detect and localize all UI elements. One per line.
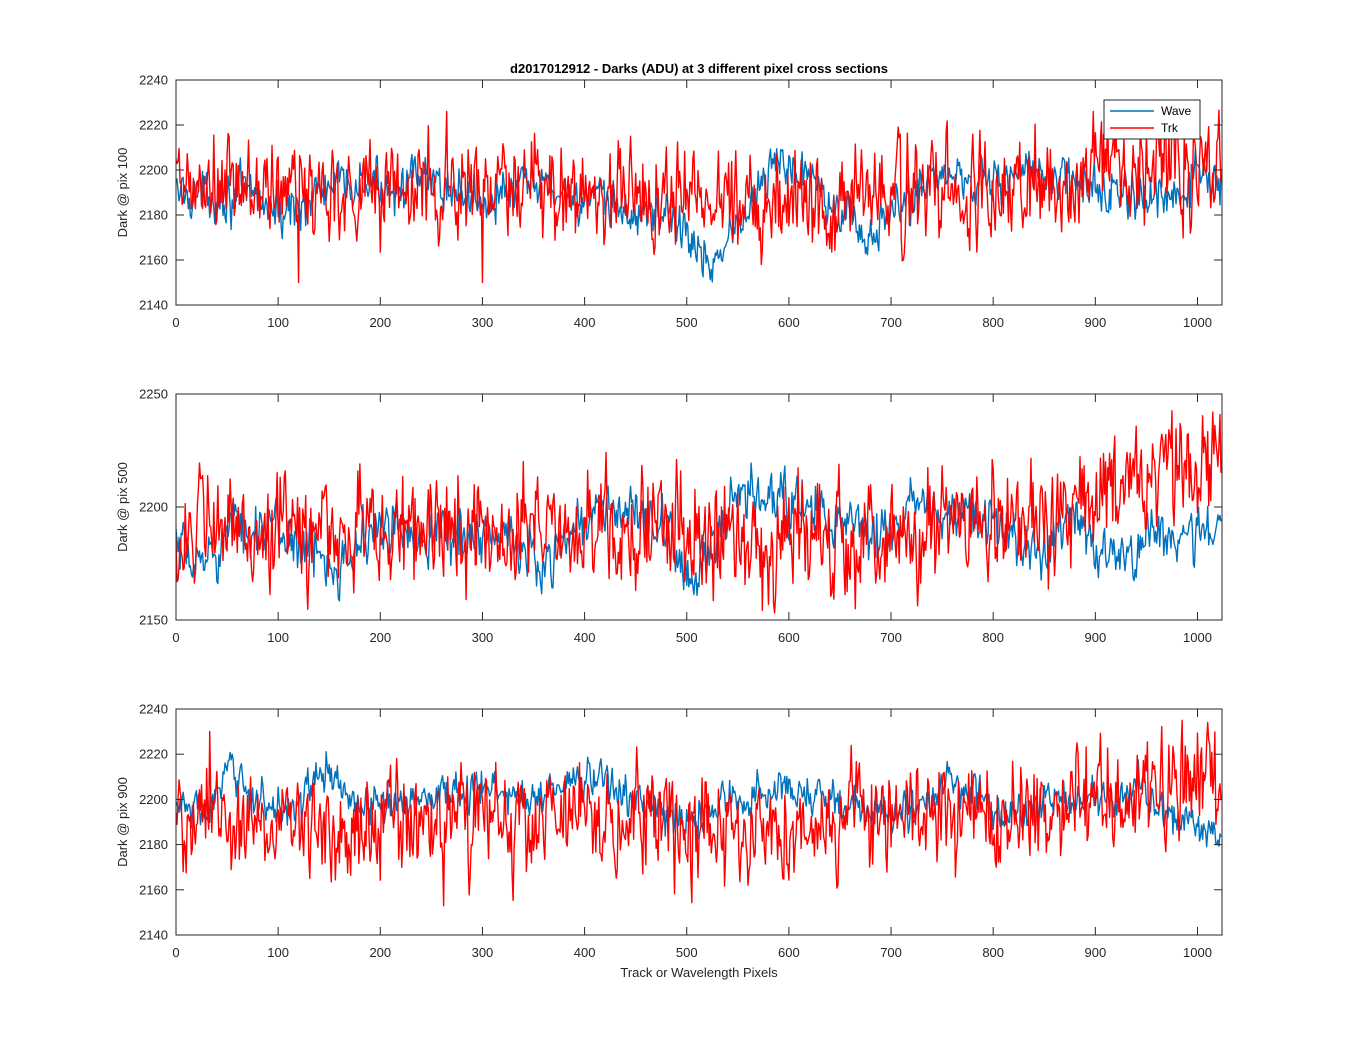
x-tick-label: 300: [472, 315, 494, 330]
x-tick-label: 400: [574, 315, 596, 330]
x-tick-label: 0: [172, 945, 179, 960]
x-tick-label: 100: [267, 945, 289, 960]
x-tick-label: 0: [172, 630, 179, 645]
x-tick-label: 900: [1084, 315, 1106, 330]
series-line-trk: [176, 410, 1222, 614]
x-tick-label: 200: [369, 630, 391, 645]
x-tick-label: 100: [267, 315, 289, 330]
x-tick-label: 1000: [1183, 630, 1212, 645]
x-tick-label: 600: [778, 315, 800, 330]
y-tick-label: 2160: [139, 882, 168, 897]
x-tick-label: 1000: [1183, 315, 1212, 330]
x-tick-label: 700: [880, 945, 902, 960]
subplot-3: 0 100 200 300 400 500 600 700 800 900 1000 2140 2160…: [115, 702, 1223, 960]
y-tick-label: 2200: [139, 500, 168, 515]
legend-label-wave: Wave: [1161, 104, 1192, 118]
y-tick-label: 2200: [139, 792, 168, 807]
y-axis-label: Dark @ pix 100: [115, 148, 130, 238]
y-tick-label: 2150: [139, 613, 168, 628]
series-line-trk: [176, 99, 1222, 284]
axes-box: [175, 79, 1223, 306]
legend: Wave Trk: [1103, 99, 1201, 140]
x-tick-label: 600: [778, 630, 800, 645]
x-tick-label: 0: [172, 315, 179, 330]
x-tick-label: 400: [574, 630, 596, 645]
x-tick-label: 200: [369, 315, 391, 330]
x-tick-label: 600: [778, 945, 800, 960]
subplot-group: 0 100 200 300 400 500 600 700 800 900 100021402160…: [115, 73, 1223, 960]
y-tick-label: 2240: [139, 702, 168, 717]
y-tick-label: 2220: [139, 747, 168, 762]
series-line-wave: [176, 751, 1222, 848]
y-tick-label: 2160: [139, 253, 168, 268]
y-tick-label: 2220: [139, 118, 168, 133]
x-tick-label: 1000: [1183, 945, 1212, 960]
x-tick-label: 100: [267, 630, 289, 645]
x-tick-label: 800: [982, 315, 1004, 330]
subplot-2: 0 100 200 300 400 500 600 700 800 900 1000 2150 2200…: [115, 387, 1223, 645]
series-line-wave: [176, 462, 1222, 602]
y-tick-label: 2250: [139, 387, 168, 402]
x-tick-label: 700: [880, 315, 902, 330]
x-tick-label: 500: [676, 630, 698, 645]
x-axis-label: Track or Wavelength Pixels: [620, 965, 778, 980]
series-line-wave: [176, 148, 1222, 283]
x-tick-label: 900: [1084, 945, 1106, 960]
legend-box: [1103, 99, 1201, 140]
y-tick-label: 2240: [139, 73, 168, 88]
x-tick-label: 500: [676, 315, 698, 330]
y-axis-label: Dark @ pix 900: [115, 777, 130, 867]
x-tick-label: 300: [472, 630, 494, 645]
subplot-1: 0 100 200 300 400 500 600 700 800 900 1000 2140 2160…: [115, 73, 1223, 330]
axes-box: [175, 708, 1223, 936]
x-tick-label: 200: [369, 945, 391, 960]
y-tick-label: 2180: [139, 208, 168, 223]
series-line-trk: [176, 719, 1222, 907]
x-tick-label: 500: [676, 945, 698, 960]
y-tick-label: 2140: [139, 928, 168, 943]
y-tick-label: 2200: [139, 163, 168, 178]
x-tick-label: 300: [472, 945, 494, 960]
figure-title: d2017012912 - Darks (ADU) at 3 different…: [510, 61, 888, 76]
y-tick-label: 2180: [139, 837, 168, 852]
y-tick-label: 2140: [139, 298, 168, 313]
x-tick-label: 700: [880, 630, 902, 645]
x-tick-label: 400: [574, 945, 596, 960]
x-tick-label: 900: [1084, 630, 1106, 645]
y-axis-label: Dark @ pix 500: [115, 462, 130, 552]
x-tick-label: 800: [982, 945, 1004, 960]
legend-label-trk: Trk: [1161, 121, 1179, 135]
x-tick-label: 800: [982, 630, 1004, 645]
